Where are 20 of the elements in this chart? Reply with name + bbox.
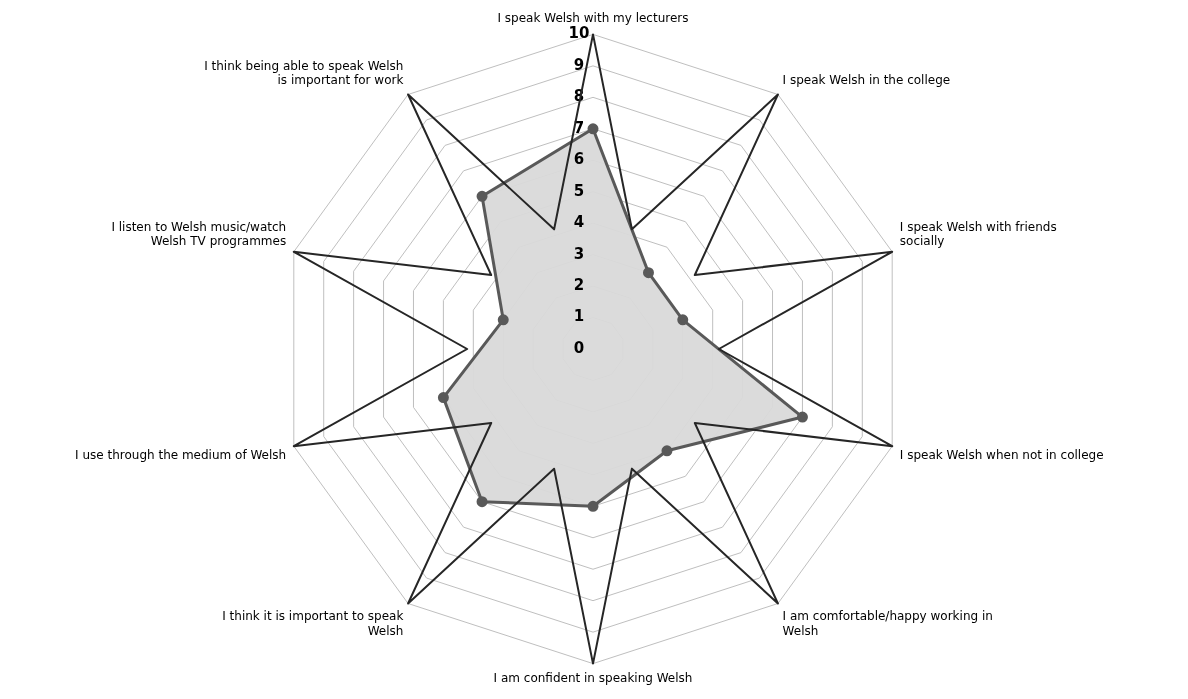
y-tick-label: 7: [573, 118, 585, 137]
y-tick-label: 0: [573, 338, 585, 357]
y-tick-label: 3: [573, 244, 585, 263]
y-tick-label: 2: [573, 275, 585, 294]
spoke-label: I speak Welsh when not in college: [899, 448, 1104, 463]
y-tick-label: 1: [573, 307, 585, 326]
y-tick-label: 4: [573, 213, 585, 232]
y-tick-label: 9: [573, 55, 585, 74]
y-tick-label: 10: [568, 24, 590, 43]
spoke-label: I am comfortable/happy working in Welsh: [782, 609, 993, 638]
spoke-label: I think it is important to speak Welsh: [222, 609, 404, 638]
spoke-label: I use through the medium of Welsh: [75, 448, 287, 463]
spoke-label: I am confident in speaking Welsh: [493, 670, 693, 685]
y-tick-label: 5: [573, 181, 585, 200]
spoke-label: I speak Welsh with my lecturers: [497, 11, 689, 26]
spoke-label: I speak Welsh with friends socially: [899, 219, 1057, 249]
spoke-label: I listen to Welsh music/watch Welsh TV programmes: [111, 219, 287, 249]
spoke-label: I think being able to speak Welsh is important for work: [204, 58, 404, 87]
spoke-label: I speak Welsh in the college: [782, 72, 951, 87]
y-tick-label: 6: [573, 150, 585, 169]
